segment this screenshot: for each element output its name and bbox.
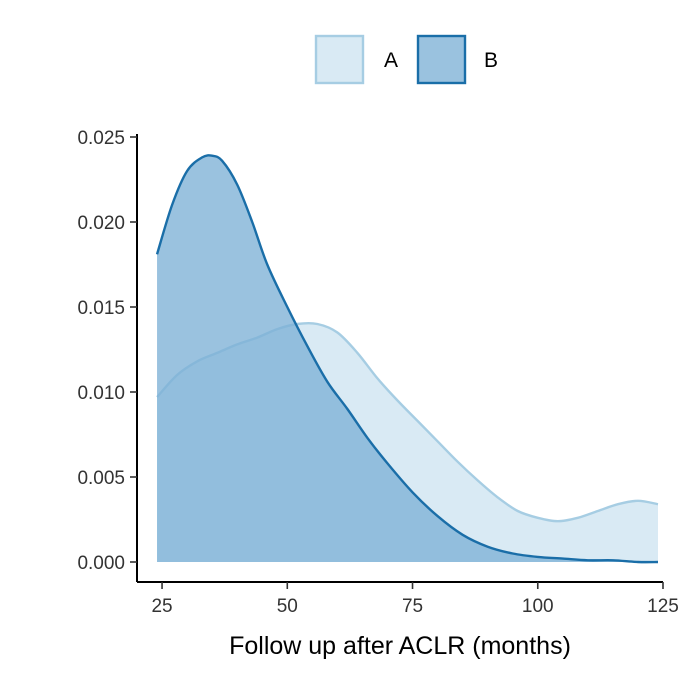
y-tick-label: 0.010 — [77, 383, 125, 404]
series-b-area — [157, 155, 658, 563]
x-tick-label: 100 — [522, 596, 554, 617]
legend-label-b: B — [484, 49, 498, 72]
y-tick-label: 0.005 — [77, 468, 125, 489]
y-tick-label: 0.000 — [77, 553, 125, 574]
y-tick-label: 0.020 — [77, 213, 125, 234]
legend-label-a: A — [384, 49, 398, 72]
plot-areas — [155, 154, 659, 564]
series-b-line — [155, 154, 658, 564]
y-tick-label: 0.025 — [77, 128, 125, 149]
x-axis-title: Follow up after ACLR (months) — [229, 632, 571, 660]
x-tick-label: 50 — [277, 596, 298, 617]
x-tick-label: 125 — [647, 596, 679, 617]
x-tick-label: 25 — [151, 596, 172, 617]
legend-key-a — [314, 34, 365, 85]
y-tick-label: 0.015 — [77, 298, 125, 319]
legend-key-b — [416, 34, 467, 85]
x-tick-label: 75 — [402, 596, 423, 617]
axes: 0.000 0.005 0.010 0.015 0.020 0.025 25 50 75 100 1… — [77, 128, 678, 617]
